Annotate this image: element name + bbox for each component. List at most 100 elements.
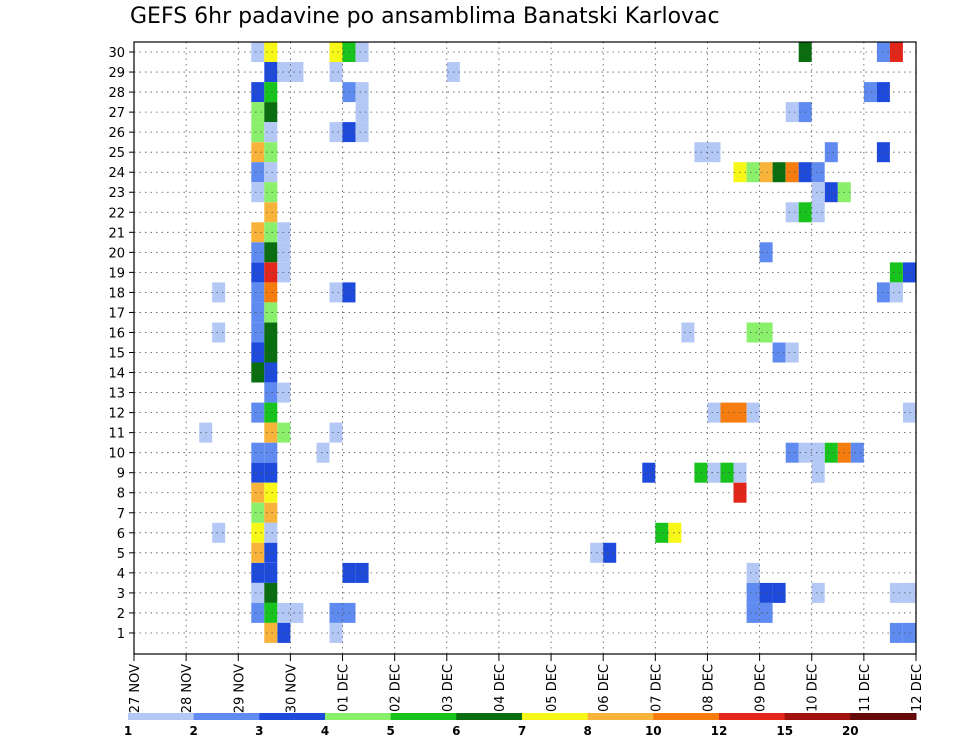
heatmap-cell [251,82,265,103]
y-tick-label: 21 [108,226,125,241]
heatmap-cell [811,442,825,463]
heatmap-cell [264,202,278,223]
y-tick-label: 26 [108,126,125,141]
heatmap-cell [264,82,278,103]
heatmap-cell [811,202,825,223]
heatmap-cell [251,222,265,243]
colorbar-label: 6 [452,724,460,738]
y-tick-label: 18 [108,286,125,301]
heatmap-cell [889,282,903,303]
heatmap-cell [355,42,369,62]
colorbar-label: 12 [711,724,728,738]
y-tick-label: 16 [108,326,125,341]
heatmap-cell [720,462,734,483]
colorbar-swatch [456,713,523,720]
y-tick-label: 11 [108,427,125,442]
x-tick-label: 27 NOV [128,664,143,713]
heatmap-cell [811,162,825,183]
colorbar-swatch [193,713,260,720]
heatmap-cell [290,62,304,82]
heatmap-cell [707,142,721,163]
heatmap-cell [759,582,773,603]
heatmap-cell [746,602,760,623]
heatmap-cell [707,462,721,483]
heatmap-cell [251,482,265,503]
heatmap-cell [720,402,734,423]
heatmap-cell [824,182,838,203]
heatmap-cell [264,442,278,463]
heatmap-cell [264,42,278,62]
y-tick-label: 22 [108,206,125,221]
heatmap-cell [251,522,265,543]
heatmap-cell [264,342,278,363]
colorbar-label: 20 [842,724,859,738]
heatmap-cell [264,182,278,203]
x-tick-label: 28 NOV [180,664,195,713]
heatmap-cell [329,602,343,623]
heatmap-cell [264,482,278,503]
colorbar-label: 2 [190,724,198,738]
heatmap-cell [850,442,864,463]
heatmap-cell [355,562,369,583]
heatmap-cell [251,242,265,263]
y-tick-label: 15 [108,347,125,362]
colorbar-swatch [784,713,851,720]
heatmap-cell [264,362,278,383]
heatmap-cell [290,602,304,623]
heatmap-cell [264,502,278,523]
heatmap-cell [264,562,278,583]
y-tick-label: 17 [108,306,125,321]
y-tick-label: 12 [108,407,125,422]
heatmap-cell [264,222,278,243]
heatmap-cell [264,62,278,82]
y-tick-label: 30 [108,46,125,61]
y-tick-label: 29 [108,66,125,81]
heatmap-cell [785,442,799,463]
heatmap-cells [199,42,916,643]
heatmap-cell [251,122,265,143]
y-tick-label: 3 [117,587,125,602]
heatmap-cell [889,582,903,603]
x-axis: 27 NOV 28 NOV 29 NOV 30 NOV 01 DEC 02 DEC 03 D… [128,654,925,713]
y-tick-label: 6 [117,527,125,542]
colorbar-swatch [850,713,917,720]
heatmap-cell [746,162,760,183]
heatmap-cell [212,322,226,343]
y-tick-label: 7 [117,507,125,522]
x-tick-label: 02 DEC [389,664,404,712]
x-tick-label: 05 DEC [545,664,560,712]
y-tick-label: 24 [108,166,125,181]
heatmap-cell [746,562,760,583]
colorbar-label: 3 [255,724,263,738]
heatmap-cell [824,442,838,463]
heatmap-cell [264,582,278,603]
y-tick-label: 20 [108,246,125,261]
y-axis: 1234567891011121314151617181920212223242… [108,46,134,642]
heatmap-cell [264,122,278,143]
heatmap-cell [264,262,278,283]
heatmap-cell [681,322,695,343]
heatmap-cell [785,162,799,183]
heatmap-cell [264,302,278,323]
heatmap-cell [329,422,343,443]
heatmap-cell [264,542,278,563]
heatmap-cell [264,522,278,543]
heatmap-cell [811,582,825,603]
heatmap-cell [355,102,369,123]
colorbar-legend: 1 2 3 4 5 6 7 8 10 12 15 20 [124,713,917,738]
colorbar-swatch [390,713,457,720]
heatmap-cell [759,242,773,263]
y-tick-label: 2 [117,607,125,622]
heatmap-cell [746,582,760,603]
plot-frame [133,41,917,655]
y-tick-label: 13 [108,387,125,402]
heatmap-cell [264,102,278,123]
y-tick-label: 25 [108,146,125,161]
heatmap-cell [759,162,773,183]
x-tick-label: 08 DEC [701,664,716,712]
heatmap-cell [863,82,877,103]
heatmap-cell [264,422,278,443]
gridlines [134,42,916,654]
y-tick-label: 5 [117,547,125,562]
